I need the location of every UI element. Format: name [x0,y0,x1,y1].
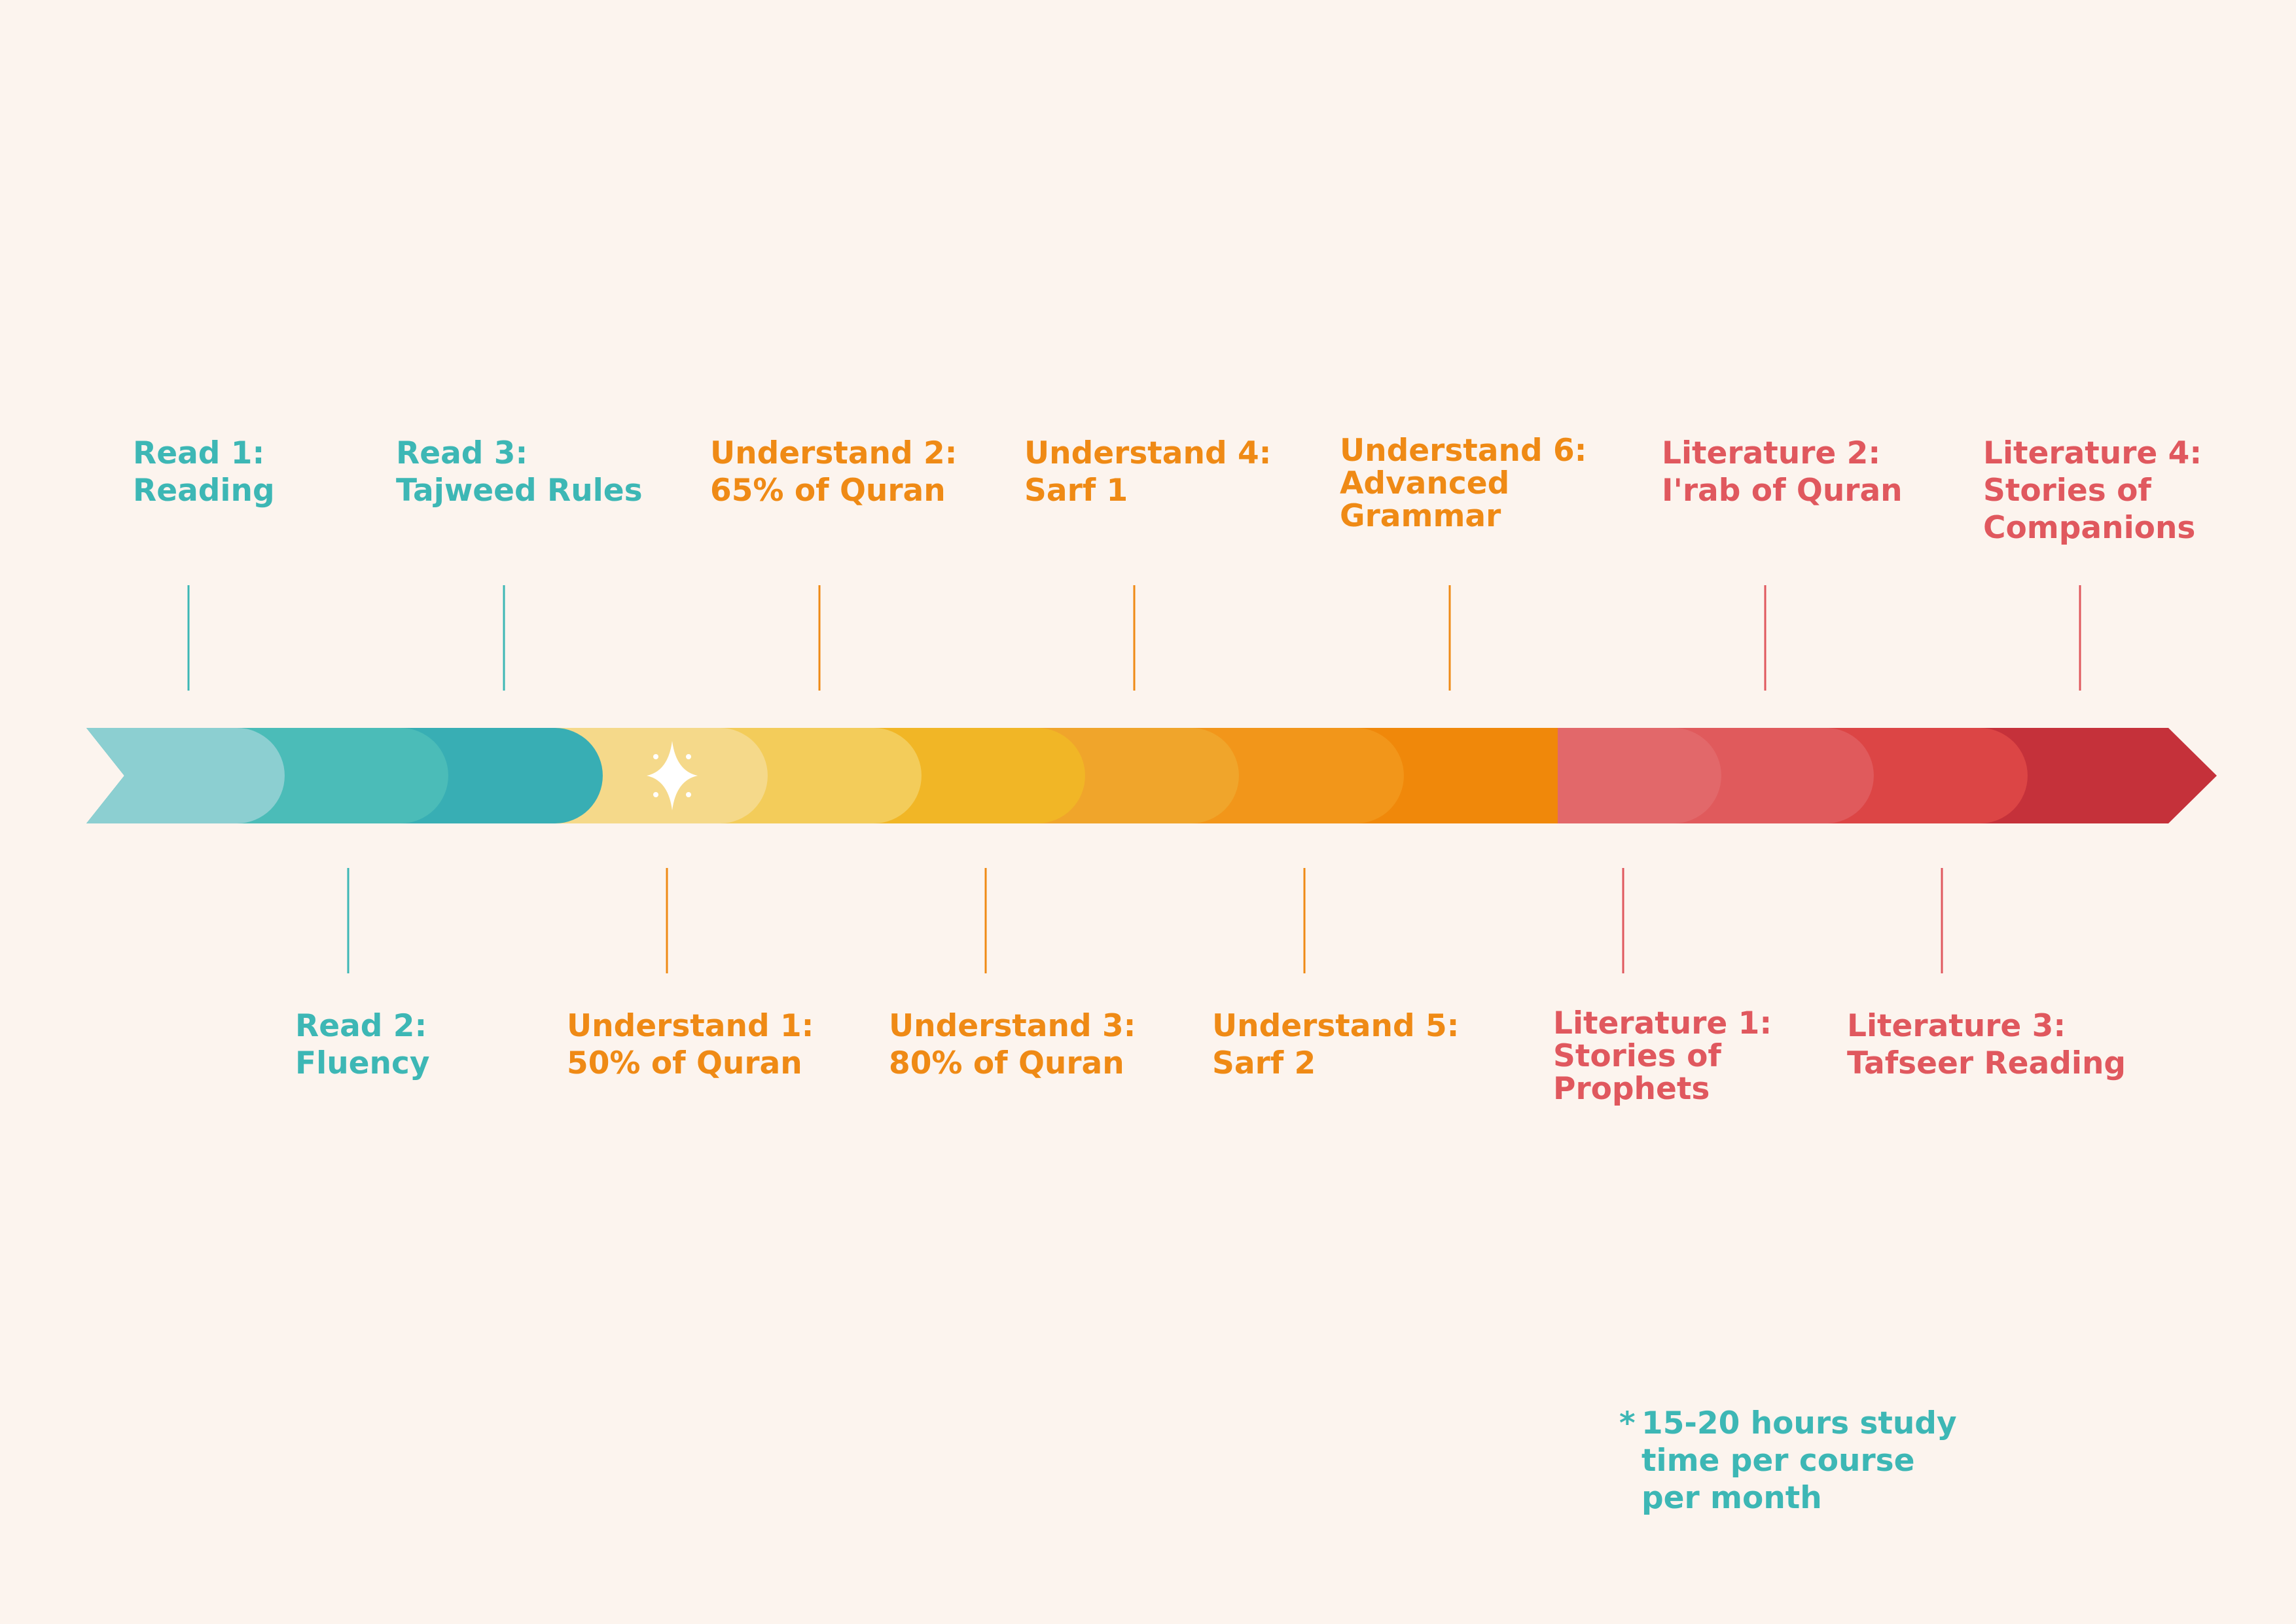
footnote-line-2: time per course [1641,1443,1915,1479]
milestone-understand-4: Understand 4: Sarf 1 [1024,435,1271,509]
milestone-understand-6: Understand 6: Advanced Grammar [1340,435,1587,533]
footnote-asterisk: * [1619,1405,1636,1441]
milestone-subtitle: Sarf 2 [1212,1045,1316,1081]
milestone-title: Literature 2: [1662,435,1881,471]
milestone-subtitle: Tafseer Reading [1847,1045,2126,1081]
sparkle-icon [647,741,698,810]
milestone-title: Read 2: [295,1008,427,1044]
milestone-subtitle: Stories of [1553,1038,1721,1074]
segment-teal-1 [86,728,285,823]
arrow-body [86,728,2217,823]
milestone-understand-2: Understand 2: 65% of Quran [710,435,957,509]
footnote-line-3: per month [1641,1480,1822,1516]
milestone-subtitle: Reading [133,473,275,509]
milestone-title: Read 1: [133,435,265,471]
segment-red-1 [1505,728,1721,823]
milestone-subtitle: 50% of Quran [567,1045,802,1081]
milestone-title: Understand 3: [889,1008,1136,1044]
footnote: * 15-20 hours study time per course per m… [1619,1405,1957,1517]
milestone-title: Literature 3: [1847,1008,2066,1044]
milestone-subtitle-line2: Grammar [1340,498,1501,534]
footnote-line-1: * 15-20 hours study [1619,1405,1957,1442]
milestone-subtitle: Advanced [1340,465,1510,501]
milestone-subtitle: I'rab of Quran [1662,473,1903,509]
milestone-read-3: Read 3: Tajweed Rules [396,435,643,509]
milestone-title: Read 3: [396,435,528,471]
milestone-subtitle: Fluency [295,1045,430,1081]
milestone-subtitle: Sarf 1 [1024,473,1128,509]
milestone-understand-3: Understand 3: 80% of Quran [889,1007,1136,1082]
milestone-title: Literature 4: [1983,435,2202,471]
milestone-read-1: Read 1: Reading [133,435,275,509]
milestone-title: Literature 1: [1553,1005,1772,1041]
milestone-subtitle-line2: Companions [1983,510,2196,546]
milestone-title: Understand 6: [1340,433,1587,469]
milestone-subtitle-line2: Prophets [1553,1071,1710,1107]
milestone-subtitle: 80% of Quran [889,1045,1124,1081]
milestone-title: Understand 1: [567,1008,814,1044]
milestone-understand-1: Understand 1: 50% of Quran [567,1007,814,1082]
milestone-title: Understand 2: [710,435,958,471]
milestone-literature-4: Literature 4: Stories of Companions [1983,435,2202,547]
milestone-read-2: Read 2: Fluency [295,1007,430,1082]
milestone-literature-3: Literature 3: Tafseer Reading [1847,1007,2126,1082]
milestone-literature-2: Literature 2: I'rab of Quran [1662,435,1903,509]
milestone-understand-5: Understand 5: Sarf 2 [1212,1007,1459,1082]
milestone-subtitle: Stories of [1983,473,2151,509]
milestone-subtitle: Tajweed Rules [396,473,643,509]
footnote-text-1: 15-20 hours study [1641,1405,1957,1441]
milestone-title: Understand 5: [1212,1008,1460,1044]
milestone-title: Understand 4: [1024,435,1272,471]
milestone-subtitle: 65% of Quran [710,473,946,509]
milestone-literature-1: Literature 1: Stories of Prophets [1553,1007,1772,1106]
